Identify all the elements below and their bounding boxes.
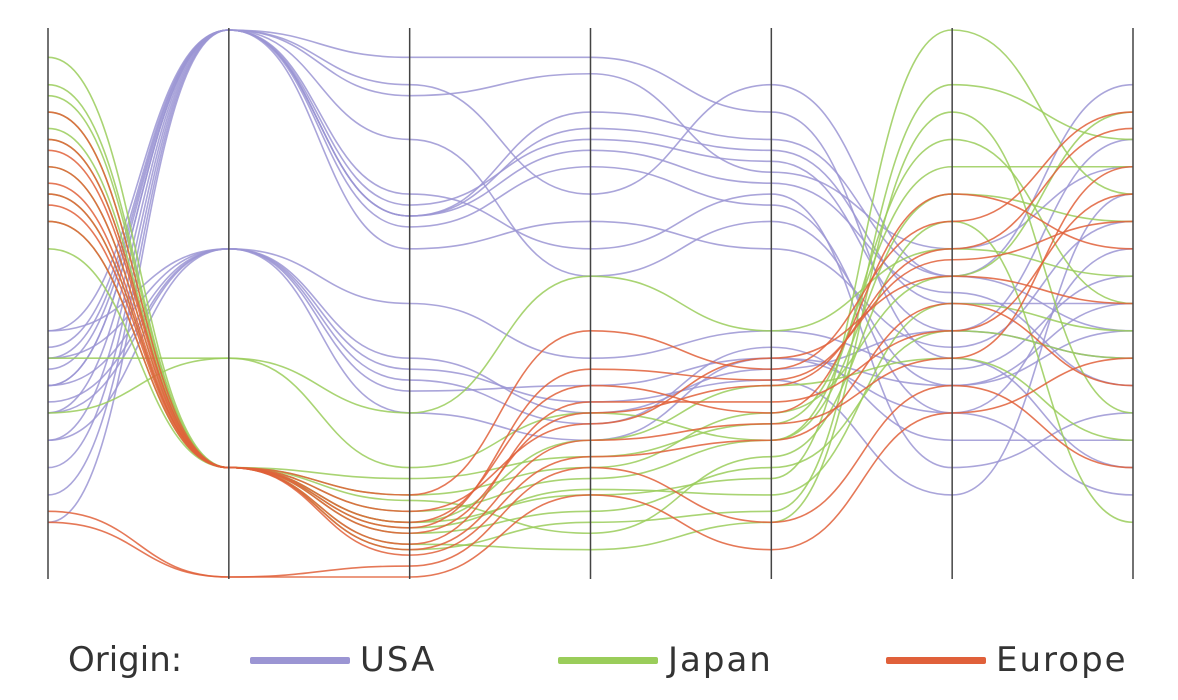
legend-label-japan: Japan [668, 640, 773, 680]
legend-label-usa: USA [360, 640, 437, 680]
axes-layer [47, 28, 1134, 579]
legend: Origin: USA Japan Europe [0, 620, 1178, 700]
legend-item-europe: Europe [886, 640, 1128, 680]
polyline-usa-14 [47, 29, 1134, 387]
legend-label-europe: Europe [996, 640, 1128, 680]
legend-item-usa: USA [250, 640, 436, 680]
polyline-europe-9 [47, 204, 1134, 529]
polyline-usa-3 [47, 29, 1134, 469]
parallel-coordinates-chart [47, 28, 1134, 579]
legend-swatch-usa [250, 656, 350, 664]
legend-swatch-europe [886, 656, 986, 664]
legend-item-japan: Japan [558, 640, 773, 680]
legend-swatch-japan [558, 656, 658, 664]
legend-title: Origin: [68, 640, 183, 680]
